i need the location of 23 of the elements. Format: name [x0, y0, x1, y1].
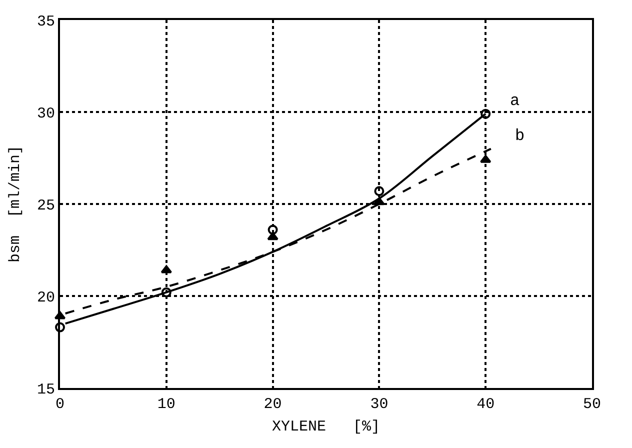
y-axis-title: bsm [ml/min]: [7, 145, 24, 263]
y-tick-label: 30: [36, 105, 55, 122]
y-tick-label: 20: [36, 289, 55, 306]
x-tick-label: 30: [370, 396, 388, 413]
series-label: b: [515, 127, 525, 145]
x-tick-label: 10: [157, 396, 176, 413]
point: [161, 287, 172, 298]
x-tick-label: 50: [582, 396, 602, 413]
x-tick-label: 0: [55, 396, 65, 413]
point: [268, 224, 278, 235]
x-axis-title: XYLENE [%]: [272, 418, 380, 436]
point: [480, 154, 492, 163]
y-tick-label: 25: [36, 197, 55, 214]
point: [55, 322, 65, 332]
y-tick-label: 35: [36, 13, 55, 30]
point: [160, 265, 172, 274]
point: [374, 197, 385, 206]
y-tick-label: 15: [36, 381, 55, 398]
point: [480, 108, 491, 119]
point: [374, 186, 384, 196]
x-tick-label: 40: [476, 396, 495, 413]
x-tick-label: 20: [264, 396, 282, 413]
series-label: a: [510, 92, 520, 110]
